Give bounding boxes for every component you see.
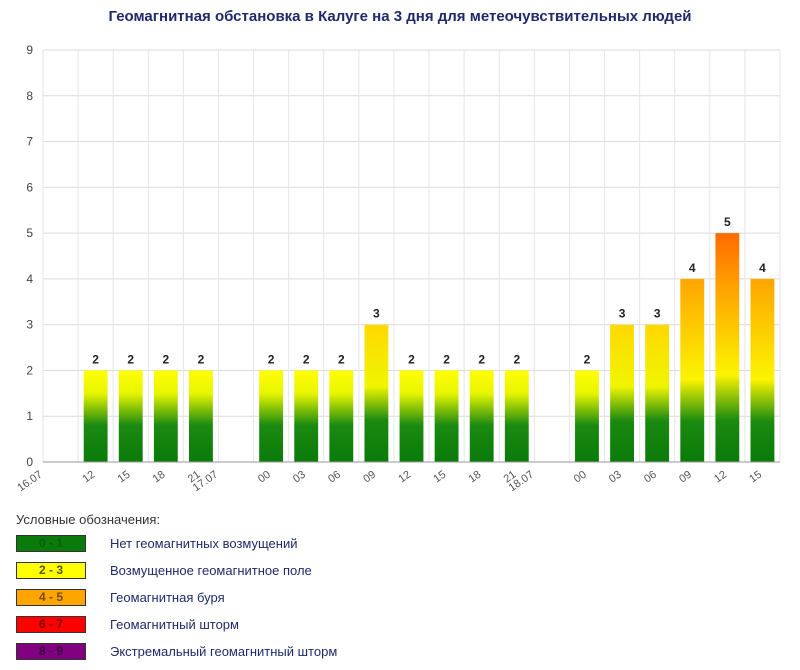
legend-item-8-9: 8 - 9 Экстремальный геомагнитный шторм — [16, 643, 516, 670]
bars: 2 2 2 2 2 2 2 3 2 2 2 2 2 3 3 4 5 4 — [83, 215, 775, 462]
bar-value-label: 2 — [162, 352, 169, 366]
bar-value-label: 2 — [268, 352, 275, 366]
y-tick-label: 6 — [26, 180, 33, 194]
legend-item-0-1: 0 - 1 Нет геомагнитных возмущений — [16, 535, 516, 562]
bar-value-label: 3 — [619, 307, 626, 321]
y-tick-label: 7 — [26, 135, 33, 149]
bar — [469, 370, 494, 462]
legend-label: Геомагнитный шторм — [110, 617, 239, 632]
x-tick-label: 21 — [502, 469, 519, 486]
x-tick-label: 09 — [361, 469, 378, 486]
x-tick-label: 15 — [116, 469, 133, 486]
legend-label: Экстремальный геомагнитный шторм — [110, 644, 338, 659]
bar — [504, 370, 529, 462]
bar — [83, 370, 108, 462]
legend-swatch: 0 - 1 — [16, 535, 86, 552]
bar — [434, 370, 459, 462]
bar-value-label: 4 — [759, 261, 766, 275]
y-tick-label: 8 — [26, 89, 33, 103]
bar — [750, 278, 775, 462]
x-tick-label: 03 — [291, 469, 308, 486]
bar — [329, 370, 354, 462]
bar-value-label: 4 — [689, 261, 696, 275]
bar — [575, 370, 599, 462]
y-tick-label: 0 — [26, 455, 33, 469]
legend-swatch: 6 - 7 — [16, 616, 86, 633]
bar-value-label: 2 — [584, 352, 591, 366]
x-tick-label: 12 — [712, 469, 729, 486]
bar-value-label: 2 — [198, 352, 205, 366]
legend-item-6-7: 6 - 7 Геомагнитный шторм — [16, 616, 516, 643]
bar — [610, 324, 635, 462]
legend-swatch: 2 - 3 — [16, 562, 86, 579]
y-tick-label: 5 — [26, 226, 33, 240]
bar — [399, 370, 424, 462]
bar-value-label: 2 — [443, 352, 450, 366]
y-axis: 0 1 2 3 4 5 6 7 8 9 — [26, 43, 33, 469]
x-tick-label: 03 — [607, 469, 624, 486]
legend-label: Возмущенное геомагнитное поле — [110, 563, 312, 578]
legend-swatch: 4 - 5 — [16, 589, 86, 606]
legend-title: Условные обозначения: — [16, 512, 161, 527]
bar — [715, 233, 740, 462]
bar — [294, 370, 319, 462]
x-tick-label: 15 — [431, 469, 448, 486]
x-tick-label: 06 — [642, 469, 659, 486]
bar-value-label: 2 — [92, 352, 99, 366]
bar-value-label: 2 — [478, 352, 485, 366]
bar — [364, 324, 389, 462]
bar — [153, 370, 178, 462]
legend-item-4-5: 4 - 5 Геомагнитная буря — [16, 589, 516, 616]
x-tick-label: 21 — [186, 469, 203, 486]
x-tick-label: 09 — [677, 469, 694, 486]
grid-lines — [42, 49, 781, 463]
bar-value-label: 2 — [338, 352, 345, 366]
x-tick-label: 18 — [466, 469, 483, 486]
bar-value-label: 3 — [654, 307, 661, 321]
legend-label: Нет геомагнитных возмущений — [110, 536, 298, 551]
bar — [680, 278, 705, 462]
legend: Условные обозначения: 0 - 1 Нет геомагни… — [16, 512, 516, 670]
bar-value-label: 2 — [408, 352, 415, 366]
bar — [645, 324, 670, 462]
x-tick-label: 12 — [80, 469, 97, 486]
x-tick-label: 00 — [256, 469, 273, 486]
y-tick-label: 1 — [26, 409, 33, 423]
y-tick-label: 3 — [26, 318, 33, 332]
legend-label: Геомагнитная буря — [110, 590, 225, 605]
legend-swatch: 8 - 9 — [16, 643, 86, 660]
bar — [118, 370, 143, 462]
legend-item-2-3: 2 - 3 Возмущенное геомагнитное поле — [16, 562, 516, 589]
bar — [188, 370, 213, 462]
bar — [259, 370, 284, 462]
y-tick-label: 2 — [26, 363, 33, 377]
bar-value-label: 3 — [373, 307, 380, 321]
bar-value-label: 2 — [303, 352, 310, 366]
chart-title: Геомагнитная обстановка в Калуге на 3 дн… — [108, 8, 692, 25]
x-tick-label: 00 — [572, 469, 589, 486]
bar-value-label: 5 — [724, 215, 731, 229]
x-tick-label: 16.07 — [15, 469, 44, 495]
x-tick-label: 15 — [747, 469, 764, 486]
y-tick-label: 9 — [26, 43, 33, 57]
x-tick-label: 18 — [151, 469, 168, 486]
bar-value-label: 2 — [127, 352, 134, 366]
y-tick-label: 4 — [26, 272, 33, 286]
x-tick-label: 12 — [396, 469, 413, 486]
bar-value-label: 2 — [513, 352, 520, 366]
x-tick-label: 06 — [326, 469, 343, 486]
